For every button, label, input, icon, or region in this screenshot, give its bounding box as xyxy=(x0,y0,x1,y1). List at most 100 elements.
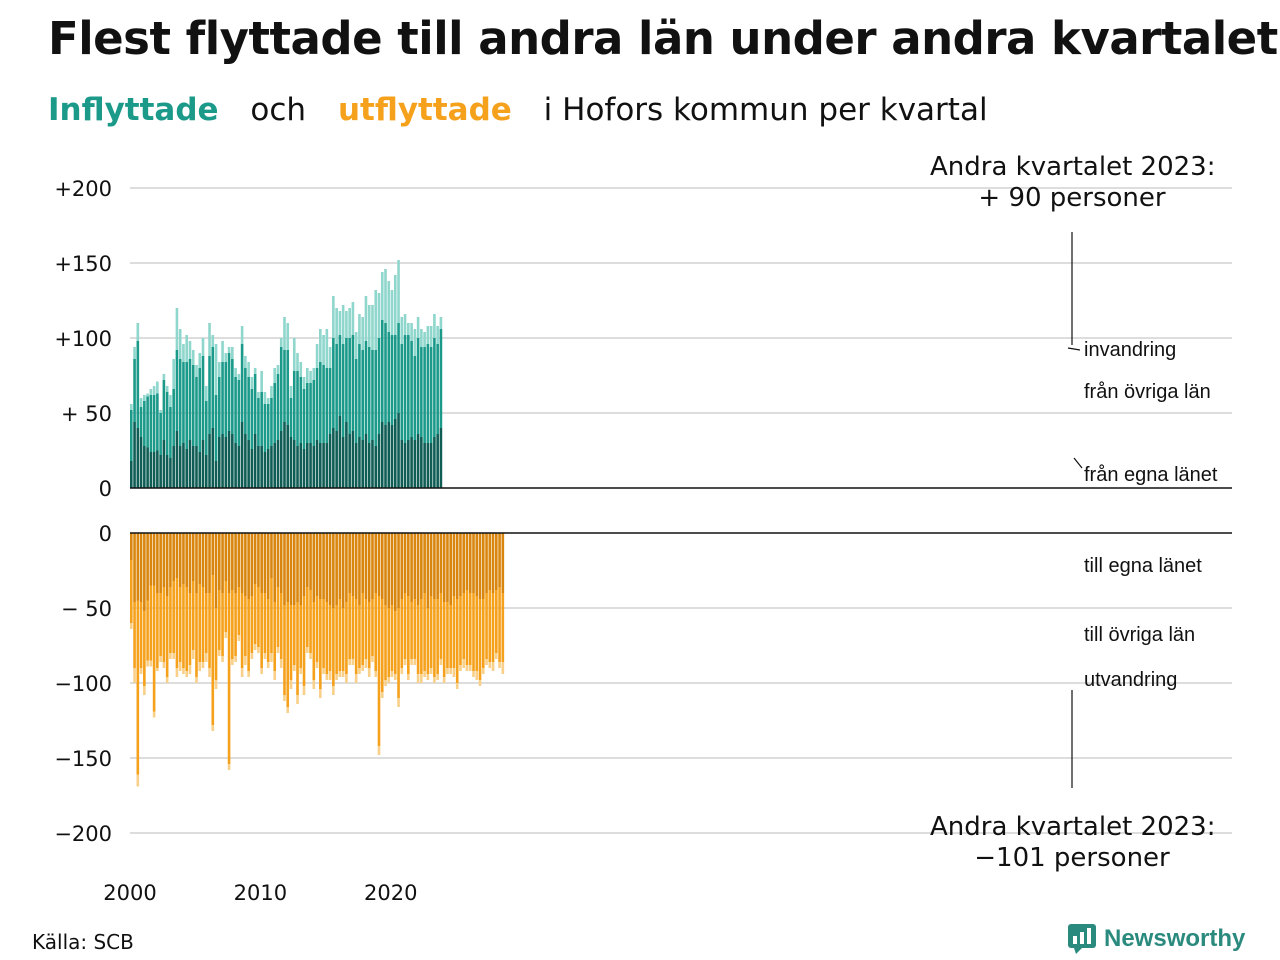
bar-in-own-county xyxy=(439,428,443,488)
bar-in-immigration xyxy=(185,335,189,362)
bar-in-immigration xyxy=(309,371,312,383)
bar-out-own-county xyxy=(149,533,153,586)
bar-out-other-counties xyxy=(478,599,482,680)
bar-out-own-county xyxy=(475,533,479,596)
bar-in-own-county xyxy=(201,440,205,488)
bar-out-own-county xyxy=(182,533,185,584)
bar-in-own-county xyxy=(224,437,228,488)
bar-out-emigration xyxy=(286,707,290,713)
bar-out-own-county xyxy=(204,533,208,593)
bar-out-own-county xyxy=(299,533,303,605)
bar-in-own-county xyxy=(315,440,319,488)
bar-in-immigration xyxy=(358,314,361,344)
bar-out-own-county xyxy=(393,533,397,611)
bar-in-immigration xyxy=(224,353,228,362)
bar-out-own-county xyxy=(472,533,475,593)
bar-out-emigration xyxy=(247,671,250,677)
bar-in-immigration xyxy=(244,356,247,368)
bar-out-emigration xyxy=(292,665,296,671)
bar-out-other-counties xyxy=(165,596,169,677)
bar-in-immigration xyxy=(374,290,378,350)
bar-out-emigration xyxy=(387,677,391,683)
bar-in-other-counties xyxy=(416,338,420,434)
bar-out-own-county xyxy=(498,533,501,587)
bar-in-immigration xyxy=(143,395,146,401)
bar-out-emigration xyxy=(315,662,319,668)
bar-in-other-counties xyxy=(198,368,202,452)
bar-in-other-counties xyxy=(136,341,140,428)
bar-out-other-counties xyxy=(253,584,257,644)
bar-out-emigration xyxy=(495,653,498,659)
bar-out-emigration xyxy=(253,644,257,650)
bar-in-own-county xyxy=(325,443,329,488)
bar-out-own-county xyxy=(211,533,215,575)
bar-in-own-county xyxy=(146,447,149,488)
subtitle-rest: i Hofors kommun per kvartal xyxy=(543,92,988,128)
bar-out-emigration xyxy=(481,668,485,674)
bar-in-own-county xyxy=(221,434,224,488)
bar-in-own-county xyxy=(312,446,316,488)
bar-out-emigration xyxy=(244,656,247,665)
bar-in-own-county xyxy=(302,449,306,488)
bar-out-own-county xyxy=(146,533,149,601)
bar-out-emigration xyxy=(296,695,299,704)
bar-out-other-counties xyxy=(413,599,417,659)
bar-in-other-counties xyxy=(133,359,136,422)
bar-in-own-county xyxy=(273,443,277,488)
bar-in-own-county xyxy=(286,425,290,488)
bar-in-immigration xyxy=(380,272,384,320)
bar-out-emigration xyxy=(217,650,221,656)
bar-in-immigration xyxy=(393,275,397,335)
bar-out-other-counties xyxy=(136,600,140,775)
bar-out-own-county xyxy=(459,533,462,596)
bar-in-other-counties xyxy=(162,380,166,440)
bar-out-other-counties xyxy=(240,593,244,668)
bar-out-emigration xyxy=(364,659,368,668)
bar-out-emigration xyxy=(319,689,322,698)
bar-in-immigration xyxy=(204,386,208,401)
bar-out-other-counties xyxy=(403,593,407,659)
bar-out-own-county xyxy=(420,533,423,599)
bar-in-other-counties xyxy=(309,383,312,443)
bar-in-own-county xyxy=(139,437,143,488)
bar-out-other-counties xyxy=(185,587,189,671)
bar-in-other-counties xyxy=(257,398,260,446)
bar-out-other-counties xyxy=(387,608,391,677)
bar-in-other-counties xyxy=(358,344,361,437)
bar-out-own-county xyxy=(358,533,361,605)
bar-in-other-counties xyxy=(195,377,198,446)
bar-out-own-county xyxy=(139,533,143,602)
bar-out-emigration xyxy=(459,665,462,671)
bar-out-own-county xyxy=(371,533,374,599)
bar-out-emigration xyxy=(283,695,286,701)
bar-out-emigration xyxy=(433,677,436,683)
bar-out-other-counties xyxy=(351,596,355,659)
bar-out-own-county xyxy=(270,533,273,578)
bar-out-other-counties xyxy=(257,587,260,647)
bar-out-emigration xyxy=(403,659,407,665)
bar-in-other-counties xyxy=(224,362,228,437)
bar-out-other-counties xyxy=(367,602,371,668)
bar-out-emigration xyxy=(198,662,202,671)
bar-in-immigration xyxy=(384,269,387,323)
bar-in-immigration xyxy=(162,374,166,380)
bar-out-own-county xyxy=(178,533,182,587)
bar-in-other-counties xyxy=(364,341,368,434)
bar-out-emigration xyxy=(211,725,215,731)
bar-in-other-counties xyxy=(172,389,175,446)
bar-out-own-county xyxy=(188,533,192,593)
bar-out-other-counties xyxy=(338,599,342,671)
bar-out-other-counties xyxy=(162,587,166,662)
bar-out-emigration xyxy=(257,647,260,653)
bar-out-own-county xyxy=(328,533,332,605)
bar-out-emigration xyxy=(374,671,378,677)
bar-out-other-counties xyxy=(273,602,277,671)
y-tick-lower: − 50 xyxy=(61,597,112,621)
bar-out-own-county xyxy=(413,533,417,599)
bar-out-own-county xyxy=(247,533,250,599)
bar-in-immigration xyxy=(341,305,345,344)
bar-out-own-county xyxy=(133,533,136,602)
bar-in-immigration xyxy=(152,386,156,395)
bar-out-emigration xyxy=(351,659,355,665)
bar-out-other-counties xyxy=(152,585,156,712)
